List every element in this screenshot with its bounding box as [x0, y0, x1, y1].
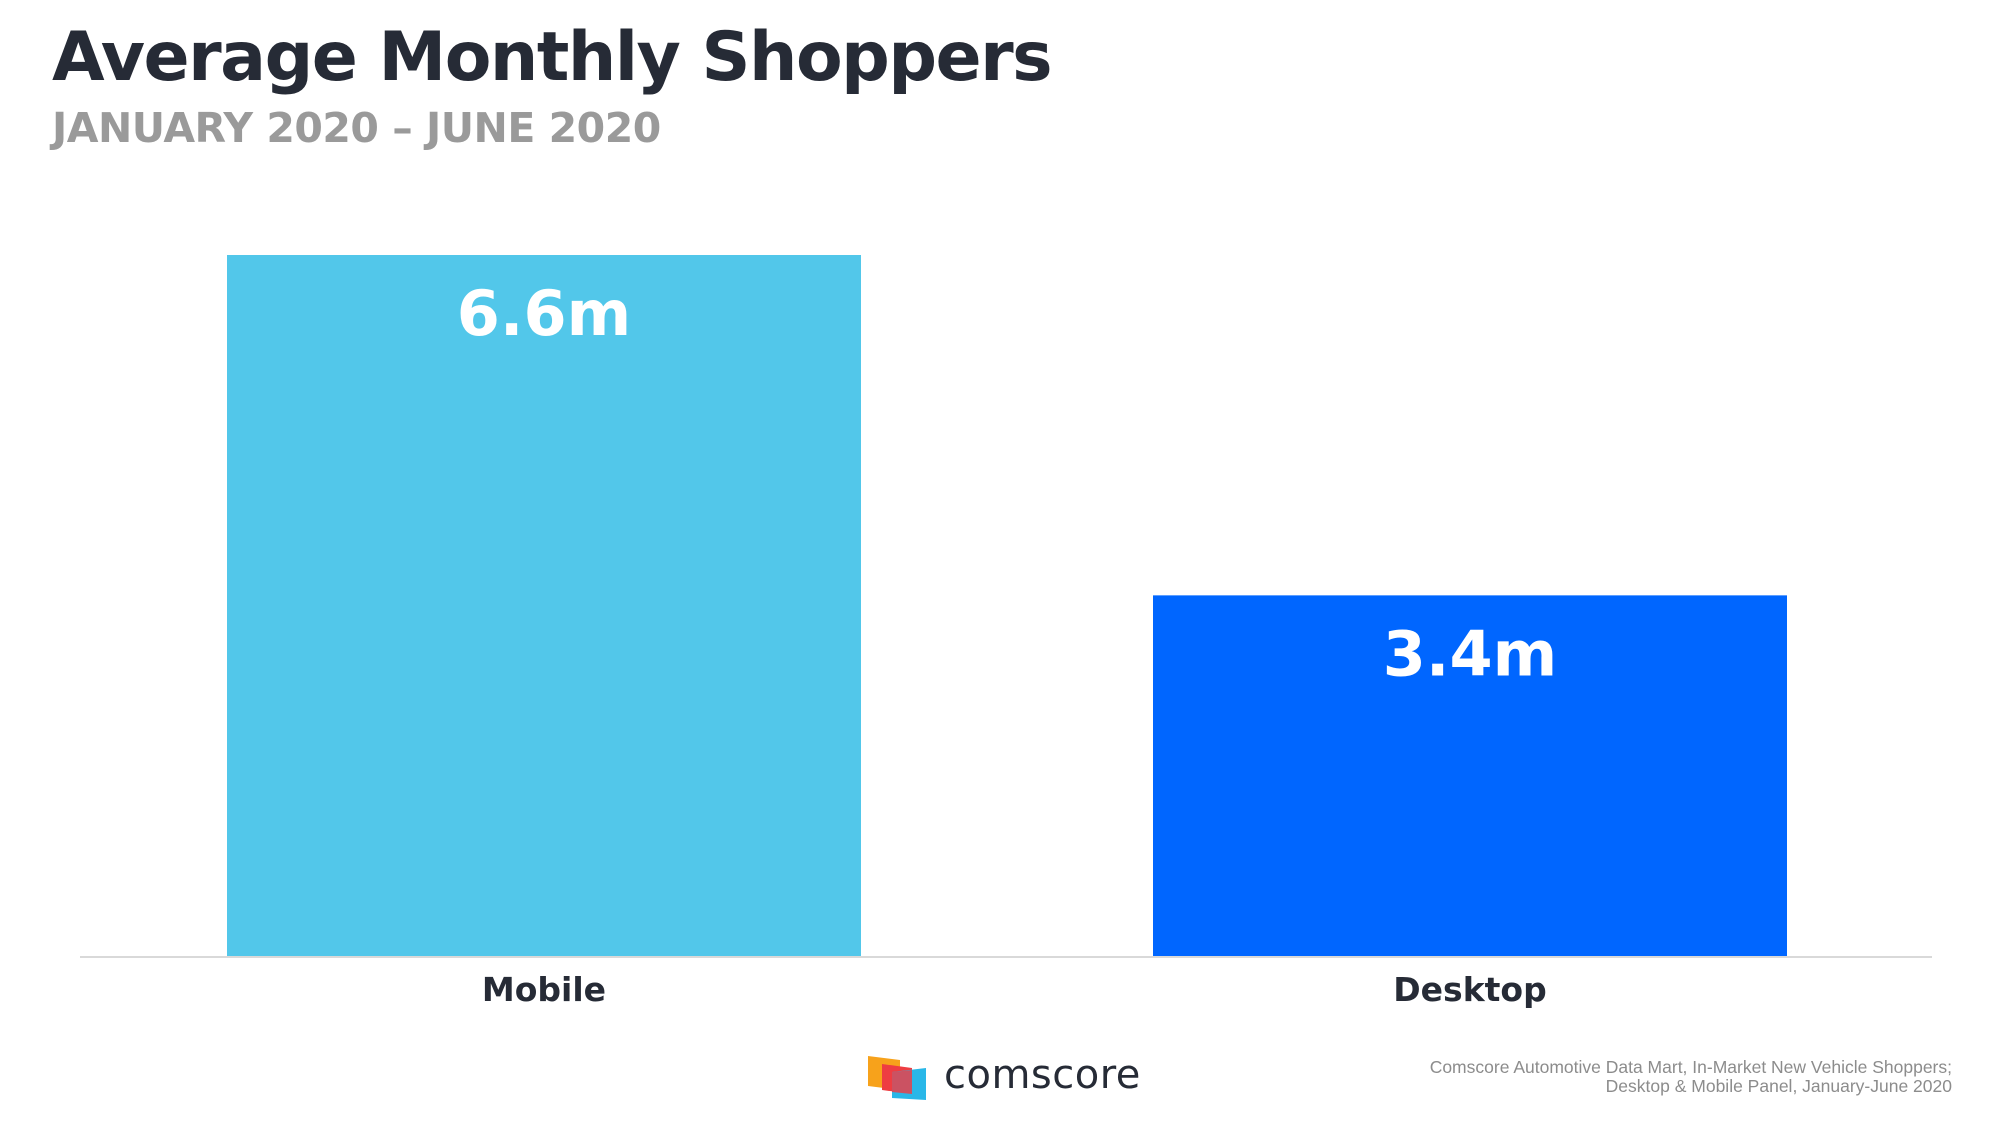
- comscore-logo-icon: [868, 1056, 926, 1100]
- brand-name: comscore: [944, 1052, 1141, 1098]
- labels-group: 6.6m Mobile 3.4m Desktop: [457, 277, 1557, 1009]
- source-note: Comscore Automotive Data Mart, In-Market…: [1430, 1058, 1952, 1096]
- bar-chart: 6.6m Mobile 3.4m Desktop: [80, 255, 1932, 1009]
- source-line-1: Comscore Automotive Data Mart, In-Market…: [1429, 1057, 1952, 1077]
- bar-desktop: [1153, 595, 1787, 957]
- data-label-desktop: 3.4m: [1383, 617, 1557, 690]
- bar-mobile: [227, 255, 861, 957]
- category-label-mobile: Mobile: [482, 970, 606, 1009]
- data-label-mobile: 6.6m: [457, 277, 631, 350]
- chart-title: Average Monthly Shoppers: [52, 18, 1053, 97]
- source-line-2: Desktop & Mobile Panel, January-June 202…: [1605, 1076, 1952, 1096]
- category-label-desktop: Desktop: [1393, 970, 1546, 1009]
- chart-subtitle: JANUARY 2020 – JUNE 2020: [52, 104, 661, 152]
- bars-group: [227, 255, 1787, 957]
